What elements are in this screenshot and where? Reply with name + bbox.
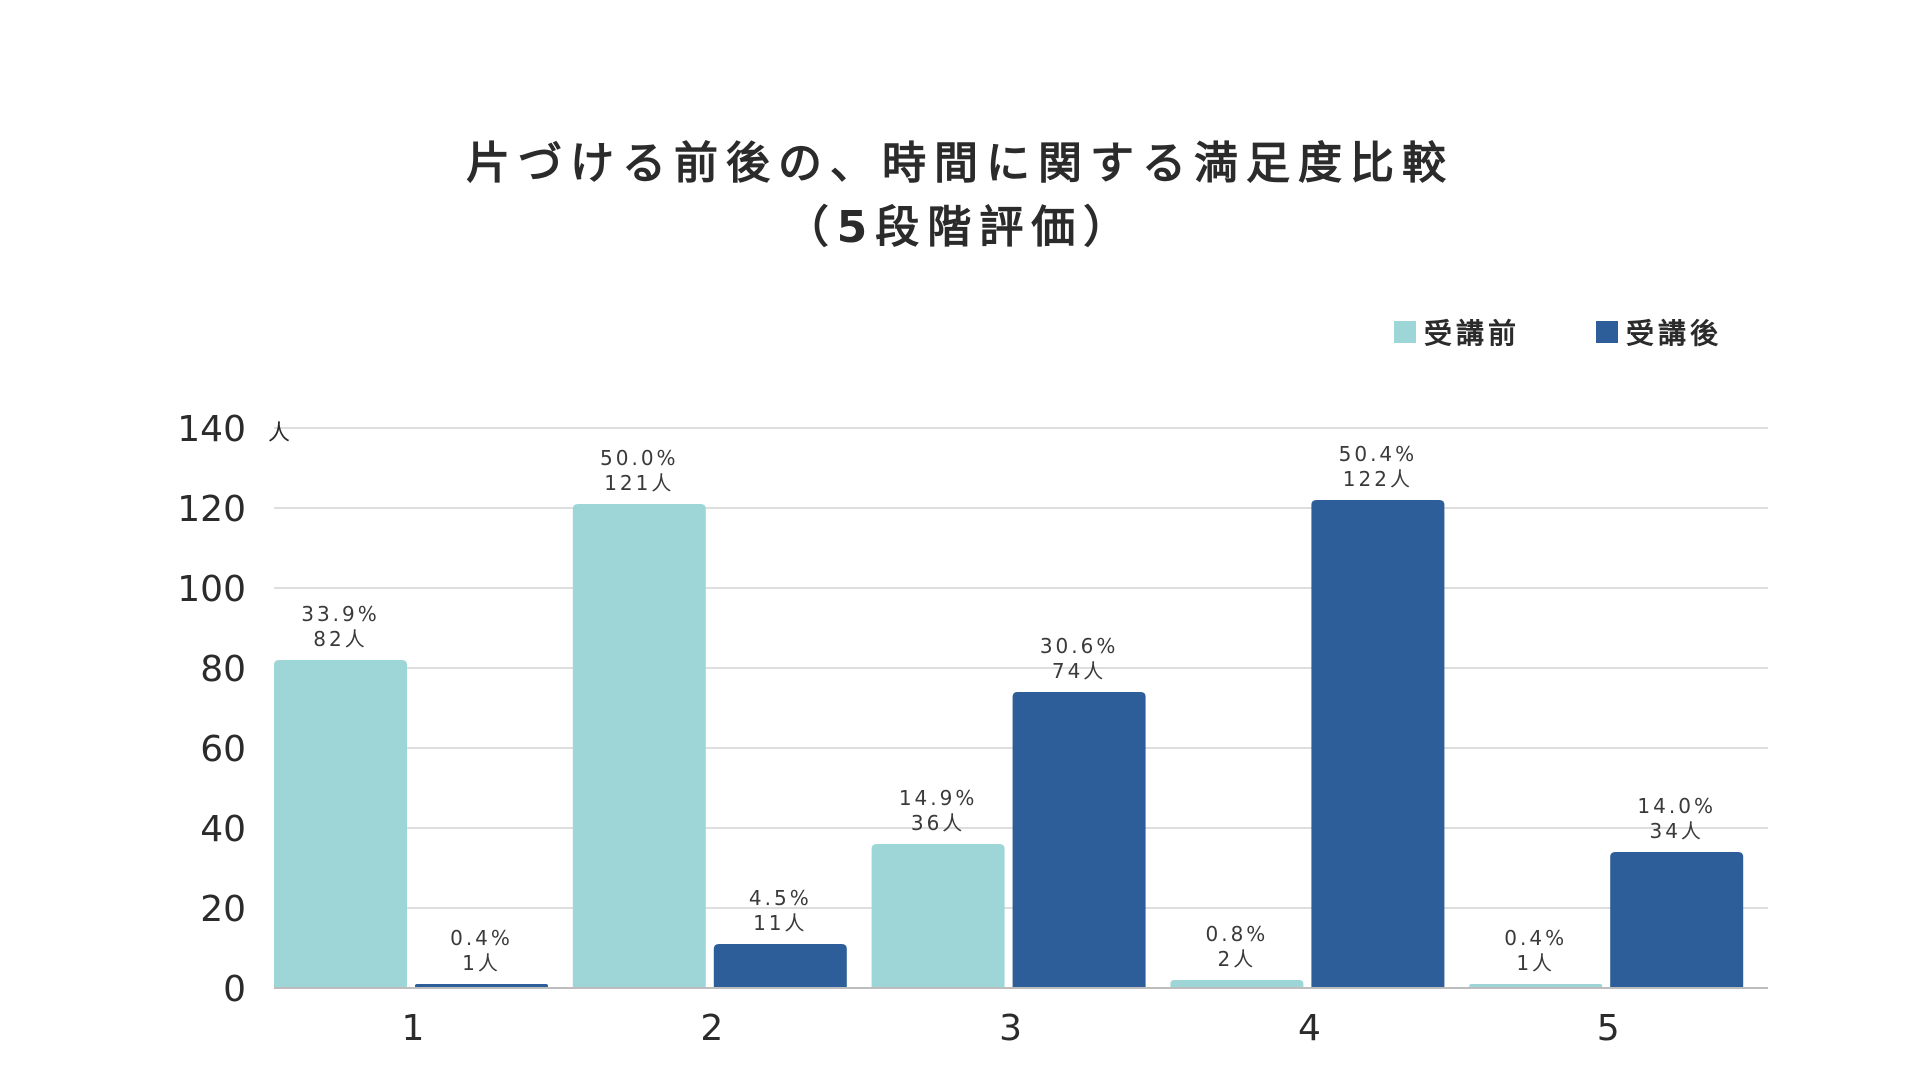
data-label-percent: 14.0% <box>1637 794 1716 818</box>
data-label-percent: 50.4% <box>1339 442 1418 466</box>
legend-item-before: 受講前 <box>1394 312 1520 352</box>
legend: 受講前 受講後 <box>1394 312 1722 352</box>
bar-before-3 <box>871 844 1005 988</box>
data-label-percent: 30.6% <box>1040 634 1119 658</box>
data-label-percent: 0.8% <box>1205 922 1268 946</box>
data-label-count: 121人 <box>604 471 674 495</box>
data-label-count: 34人 <box>1649 819 1703 843</box>
data-label-percent: 0.4% <box>450 926 513 950</box>
y-tick-label: 20 <box>200 889 246 930</box>
legend-label-before: 受講前 <box>1424 317 1521 350</box>
legend-swatch-before <box>1394 321 1416 343</box>
bar-after-4 <box>1311 500 1445 988</box>
x-tick-label: 2 <box>700 1008 723 1049</box>
bar-before-4 <box>1170 980 1304 988</box>
x-tick-label: 3 <box>999 1008 1022 1049</box>
x-tick-label: 5 <box>1597 1008 1620 1049</box>
y-tick-label: 140 <box>177 409 246 450</box>
data-label-percent: 14.9% <box>899 786 978 810</box>
data-label-percent: 0.4% <box>1504 926 1567 950</box>
y-tick-label: 0 <box>223 969 246 1010</box>
legend-swatch-after <box>1596 321 1619 343</box>
bar-after-3 <box>1012 692 1146 988</box>
data-label-count: 1人 <box>1516 951 1555 975</box>
bar-before-1 <box>274 660 407 988</box>
y-tick-label: 80 <box>200 649 246 690</box>
data-label-percent: 33.9% <box>301 602 380 626</box>
data-label-count: 82人 <box>313 627 367 651</box>
data-label-count: 1人 <box>462 951 501 975</box>
y-unit-label: 人 <box>268 421 290 446</box>
y-tick-label: 60 <box>200 729 246 770</box>
bar-after-5 <box>1610 852 1744 988</box>
x-tick-label: 4 <box>1298 1008 1321 1049</box>
x-tick-label: 1 <box>402 1008 425 1049</box>
data-label-percent: 50.0% <box>600 446 679 470</box>
bar-before-2 <box>572 504 706 988</box>
bar-after-2 <box>713 944 847 988</box>
data-label-count: 122人 <box>1343 467 1413 491</box>
data-label-count: 74人 <box>1052 659 1106 683</box>
chart-title: 片づける前後の、時間に関する満足度比較 （5段階評価） <box>0 132 1920 260</box>
data-label-count: 11人 <box>753 911 807 935</box>
chart-title-line-2: （5段階評価） <box>784 202 1136 253</box>
data-label-count: 36人 <box>911 811 965 835</box>
y-tick-label: 100 <box>177 569 246 610</box>
legend-label-after: 受講後 <box>1626 317 1723 350</box>
legend-item-after: 受講後 <box>1596 312 1722 352</box>
data-label-percent: 4.5% <box>749 886 812 910</box>
data-label-count: 2人 <box>1218 947 1257 971</box>
y-tick-label: 120 <box>177 489 246 530</box>
chart-title-line-1: 片づける前後の、時間に関する満足度比較 <box>466 138 1454 189</box>
y-tick-label: 40 <box>200 809 246 850</box>
